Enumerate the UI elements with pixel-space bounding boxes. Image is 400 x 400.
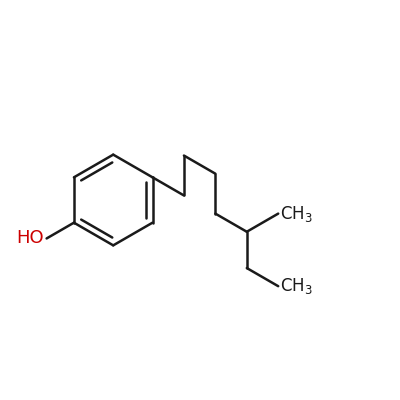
Text: CH$_3$: CH$_3$ [280,276,313,296]
Text: HO: HO [16,230,44,248]
Text: CH$_3$: CH$_3$ [280,204,313,224]
